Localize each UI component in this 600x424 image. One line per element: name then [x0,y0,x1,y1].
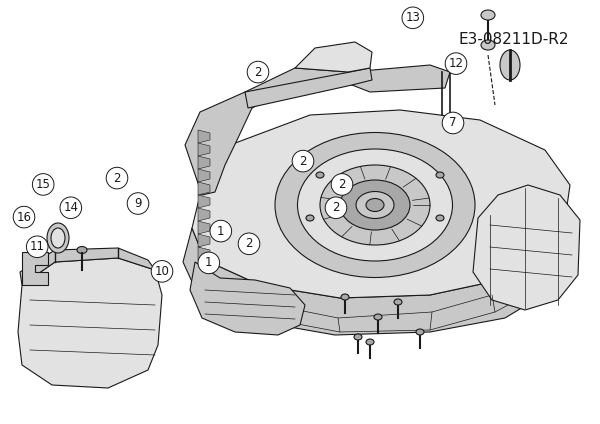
Text: 7: 7 [449,117,457,129]
Circle shape [325,197,347,218]
Circle shape [331,174,353,195]
Circle shape [238,233,260,254]
Ellipse shape [481,10,495,20]
Ellipse shape [394,299,402,305]
Text: 2: 2 [245,237,253,250]
Text: 14: 14 [64,201,78,214]
Text: 9: 9 [134,197,142,210]
Circle shape [60,197,82,218]
Polygon shape [473,185,580,310]
Polygon shape [198,195,210,208]
Polygon shape [183,220,572,335]
Polygon shape [350,65,450,92]
Ellipse shape [306,215,314,221]
Ellipse shape [320,165,430,245]
Text: E3-08211D-R2: E3-08211D-R2 [459,32,569,47]
Ellipse shape [374,314,382,320]
Polygon shape [18,258,162,388]
Ellipse shape [436,215,444,221]
Polygon shape [198,156,210,169]
Ellipse shape [275,132,475,277]
Text: 2: 2 [113,172,121,184]
Text: 12: 12 [449,57,464,70]
Text: 11: 11 [30,240,45,253]
Text: 10: 10 [155,265,169,278]
Ellipse shape [316,172,324,178]
Polygon shape [198,247,210,260]
Polygon shape [245,68,352,108]
Circle shape [402,7,424,28]
Circle shape [442,112,464,134]
Circle shape [445,53,467,74]
Text: 1: 1 [205,257,212,269]
Ellipse shape [416,329,424,335]
Text: 16: 16 [17,211,32,223]
Circle shape [151,261,173,282]
Polygon shape [22,252,48,285]
Polygon shape [198,130,210,143]
Circle shape [127,193,149,214]
Polygon shape [198,169,210,182]
Text: 1: 1 [217,225,224,237]
Ellipse shape [51,228,65,248]
Ellipse shape [500,50,520,80]
Ellipse shape [481,40,495,50]
Polygon shape [198,208,210,221]
Text: 15: 15 [36,178,50,191]
Ellipse shape [366,198,384,212]
Circle shape [247,61,269,83]
Text: 2: 2 [338,178,346,191]
Circle shape [210,220,232,242]
Ellipse shape [354,334,362,340]
Ellipse shape [340,180,410,230]
Ellipse shape [298,149,452,261]
Text: 2: 2 [332,201,340,214]
Circle shape [106,167,128,189]
Ellipse shape [366,339,374,345]
Circle shape [292,151,314,172]
Ellipse shape [77,246,87,254]
Ellipse shape [356,192,394,218]
Ellipse shape [47,223,69,253]
Ellipse shape [436,172,444,178]
Circle shape [13,206,35,228]
Text: 2: 2 [254,66,262,78]
Polygon shape [198,234,210,247]
Ellipse shape [341,294,349,300]
Polygon shape [198,143,210,156]
Polygon shape [185,92,252,195]
Polygon shape [200,255,548,332]
Text: 2: 2 [299,155,307,167]
Polygon shape [190,262,305,335]
Circle shape [198,252,220,273]
Polygon shape [295,42,372,72]
Text: 13: 13 [406,11,420,24]
Polygon shape [192,110,570,298]
Polygon shape [20,248,155,285]
Polygon shape [198,221,210,234]
Circle shape [26,236,48,257]
Polygon shape [245,68,372,108]
Polygon shape [198,182,210,195]
Circle shape [32,174,54,195]
